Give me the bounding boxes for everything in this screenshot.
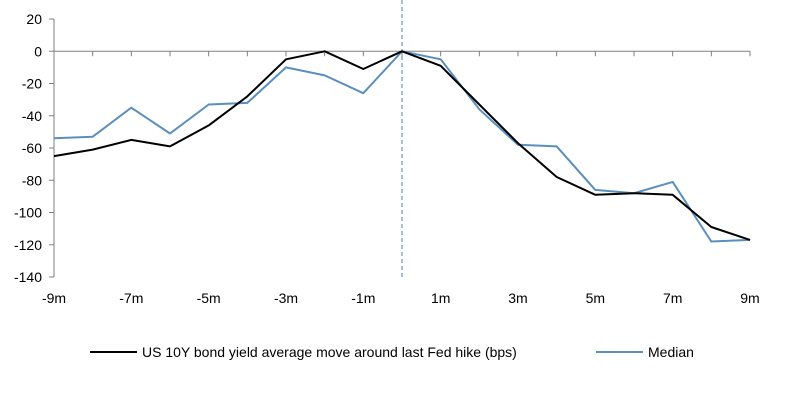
tick-labels: 20 0 -20 -40 -60 -80 -100 -120 -140-9m -7m -5m -3m -… <box>14 11 760 306</box>
x-tick-label: 9m <box>740 290 759 306</box>
x-tick-label: -3m <box>274 290 298 306</box>
x-tick-label: -5m <box>197 290 221 306</box>
axes <box>49 0 751 278</box>
x-tick-label: -9m <box>42 290 66 306</box>
y-tick-label: -80 <box>22 172 42 188</box>
y-tick-label: 0 <box>34 43 42 59</box>
legend-label: US 10Y bond yield average move around la… <box>142 344 517 360</box>
legend-label: Median <box>648 344 694 360</box>
x-tick-label: 7m <box>663 290 682 306</box>
y-tick-label: 20 <box>26 11 42 27</box>
x-tick-label: 3m <box>508 290 527 306</box>
y-tick-label: -120 <box>14 237 42 253</box>
series-layer <box>53 50 751 243</box>
y-tick-label: -140 <box>14 269 42 285</box>
x-tick-label: -7m <box>119 290 143 306</box>
x-tick-label: 5m <box>586 290 605 306</box>
x-tick-label: -1m <box>351 290 375 306</box>
y-tick-label: -100 <box>14 205 42 221</box>
series-line-us-10y-bond-yield-average-move-around-last-fed-hike-bps <box>53 50 751 241</box>
y-tick-label: -40 <box>22 108 42 124</box>
x-tick-label: 1m <box>431 290 450 306</box>
y-tick-label: -60 <box>22 140 42 156</box>
y-tick-label: -20 <box>22 76 42 92</box>
legend: US 10Y bond yield average move around la… <box>90 344 694 360</box>
